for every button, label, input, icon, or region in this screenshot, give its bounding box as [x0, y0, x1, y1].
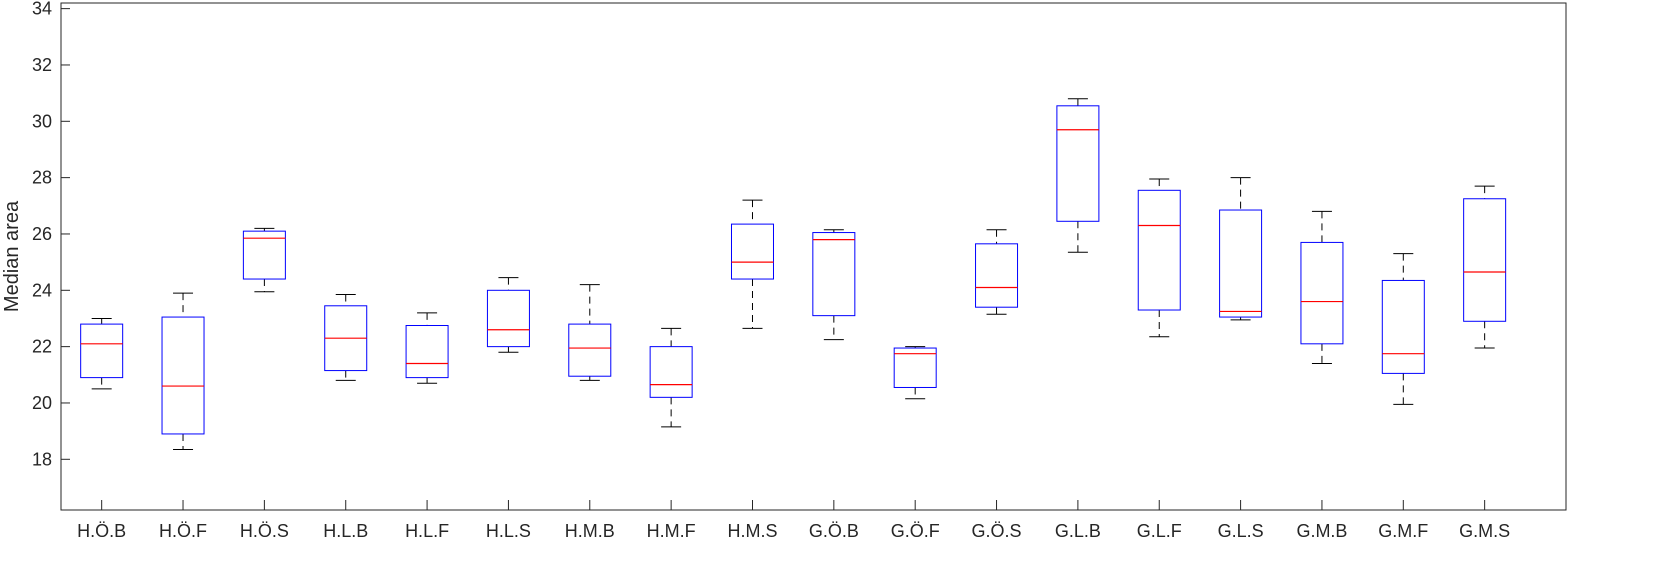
- box: [1381, 279, 1425, 374]
- y-tick-label: 18: [32, 449, 52, 469]
- plot-area-frame: [60, 2, 1567, 511]
- box-group: [242, 227, 286, 293]
- y-axis-label: Median area: [1, 200, 23, 312]
- y-tick-label: 26: [32, 224, 52, 244]
- box-group: [1056, 98, 1100, 253]
- box: [568, 323, 612, 377]
- box-group: [730, 199, 774, 329]
- x-tick-label: H.M.S: [727, 521, 777, 541]
- box: [242, 230, 286, 280]
- x-tick-label: H.M.B: [565, 521, 615, 541]
- x-tick-label: H.L.S: [486, 521, 531, 541]
- boxes-layer: [80, 98, 1507, 450]
- x-axis: H.Ö.B H.Ö.F H.Ö.S H.L.B H.L.F H.L.S H.M.B H.M.F…: [77, 500, 1510, 541]
- box-group: [893, 346, 937, 400]
- box-group: [649, 327, 693, 428]
- box: [893, 347, 937, 388]
- box-group: [568, 284, 612, 381]
- box-group: [405, 312, 449, 384]
- x-tick-label: G.L.S: [1218, 521, 1264, 541]
- box-group: [1463, 185, 1507, 349]
- x-tick-label: G.L.B: [1055, 521, 1101, 541]
- y-tick-label: 32: [32, 55, 52, 75]
- x-tick-label: G.Ö.B: [809, 521, 859, 541]
- box: [486, 289, 530, 348]
- y-tick-label: 20: [32, 393, 52, 413]
- x-tick-label: G.M.B: [1296, 521, 1347, 541]
- x-tick-label: G.Ö.F: [891, 521, 940, 541]
- x-tick-label: G.M.F: [1378, 521, 1428, 541]
- y-tick-label: 28: [32, 168, 52, 188]
- box: [649, 346, 693, 398]
- y-axis: 18 20 22 24 26 28 30 32 34: [32, 0, 70, 469]
- x-tick-label: G.L.F: [1137, 521, 1182, 541]
- box-group: [1381, 253, 1425, 405]
- box: [1137, 189, 1181, 311]
- box: [80, 323, 124, 379]
- box-group: [1219, 177, 1263, 321]
- x-tick-label: H.Ö.S: [240, 521, 289, 541]
- x-tick-label: H.L.F: [405, 521, 449, 541]
- box: [1219, 209, 1263, 318]
- x-tick-label: H.L.B: [323, 521, 368, 541]
- x-tick-label: H.M.F: [647, 521, 696, 541]
- x-tick-label: H.Ö.B: [77, 521, 126, 541]
- x-tick-label: G.M.S: [1459, 521, 1510, 541]
- box: [161, 316, 205, 435]
- box-group: [1137, 178, 1181, 338]
- box-group: [324, 294, 368, 381]
- box: [1463, 198, 1507, 322]
- box: [975, 243, 1019, 308]
- x-tick-label: G.Ö.S: [972, 521, 1022, 541]
- y-tick-label: 30: [32, 111, 52, 131]
- box-group: [812, 229, 856, 341]
- box: [730, 223, 774, 280]
- box-group: [80, 317, 124, 390]
- x-tick-label: H.Ö.F: [159, 521, 207, 541]
- box-group: [486, 277, 530, 353]
- box-group: [161, 292, 205, 450]
- y-tick-label: 22: [32, 337, 52, 357]
- box-group: [975, 229, 1019, 315]
- y-tick-label: 24: [32, 280, 52, 300]
- y-tick-label: 34: [32, 0, 52, 19]
- box: [1056, 105, 1100, 222]
- box: [405, 325, 449, 379]
- box-group: [1300, 210, 1344, 365]
- box: [812, 232, 856, 317]
- box: [1300, 241, 1344, 345]
